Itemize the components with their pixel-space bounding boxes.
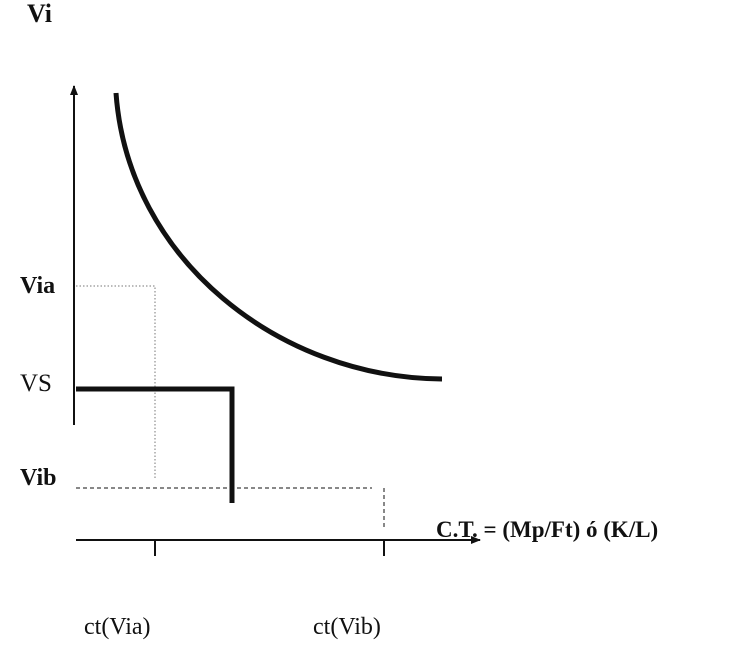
via-dotted-guide	[76, 285, 156, 478]
demand-curve	[113, 92, 443, 382]
ct-via-label: ct(Via)	[84, 614, 151, 640]
x-axis-label: C.T. = (Mp/Ft) ó (K/L)	[436, 517, 658, 542]
vs-label: VS	[20, 370, 52, 397]
vs-step-line	[76, 386, 235, 503]
vib-label: Vib	[20, 465, 56, 491]
y-axis-label: Vi	[27, 0, 52, 28]
ct-vib-label: ct(Vib)	[313, 614, 381, 640]
via-label: Via	[20, 273, 55, 299]
